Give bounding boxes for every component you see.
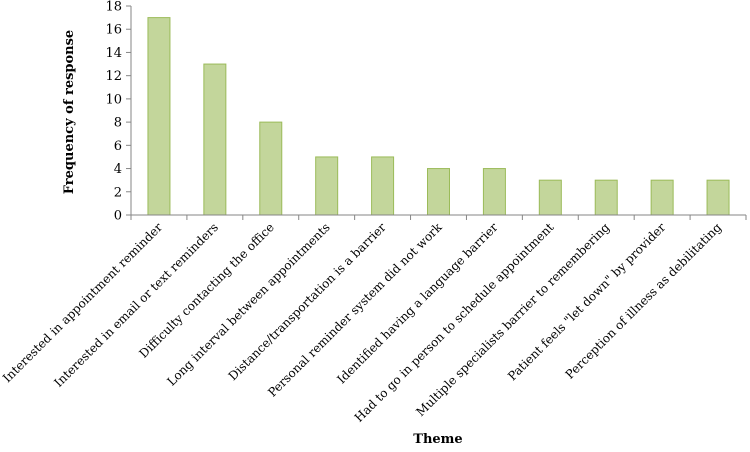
bar-5 (371, 156, 395, 216)
y-tick-label: 6 (114, 139, 122, 154)
bar-3 (259, 121, 283, 216)
y-tick-label: 4 (114, 162, 122, 177)
x-tick-label: Had to go in person to schedule appointm… (352, 220, 557, 425)
bar-6 (427, 168, 450, 216)
y-axis-label: Frequency of response (62, 30, 77, 194)
bar-2 (203, 63, 227, 216)
bar-9 (594, 179, 618, 216)
y-tick-label: 10 (105, 92, 122, 107)
y-tick-label: 14 (105, 46, 122, 61)
bar-8 (538, 179, 562, 216)
y-tick-label: 0 (114, 209, 122, 224)
bar-7 (482, 168, 506, 216)
y-tick-label: 16 (105, 23, 122, 38)
y-tick-labels-group: 0 2 4 6 8 10 12 14 16 18 (105, 0, 122, 224)
y-tick-label: 8 (114, 116, 122, 131)
axes-group (126, 5, 747, 220)
y-tick-label: 2 (114, 185, 122, 200)
bar-11 (706, 179, 730, 216)
x-tick-labels-group: Interested in appointment reminderIntere… (0, 220, 724, 425)
x-tick-label: Multiple specialists barrier to remember… (413, 220, 612, 419)
bar-4 (315, 156, 339, 216)
y-tick-label: 18 (105, 0, 122, 15)
bar-1 (147, 17, 171, 216)
bar-10 (650, 179, 674, 216)
y-tick-label: 12 (105, 69, 122, 84)
x-axis-label: Theme (413, 432, 462, 447)
bars-group (147, 17, 730, 216)
